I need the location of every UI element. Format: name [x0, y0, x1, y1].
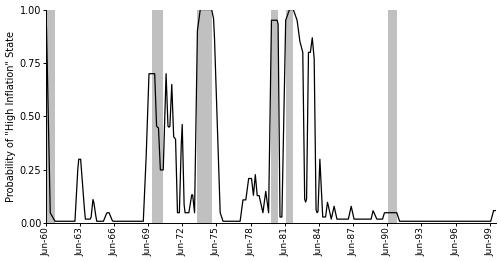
Bar: [151, 9, 163, 223]
Y-axis label: Probability of "High Inflation" State: Probability of "High Inflation" State: [6, 31, 16, 202]
Bar: [46, 9, 55, 223]
Bar: [271, 9, 278, 223]
Bar: [285, 9, 293, 223]
Bar: [197, 9, 211, 223]
Bar: [387, 9, 396, 223]
